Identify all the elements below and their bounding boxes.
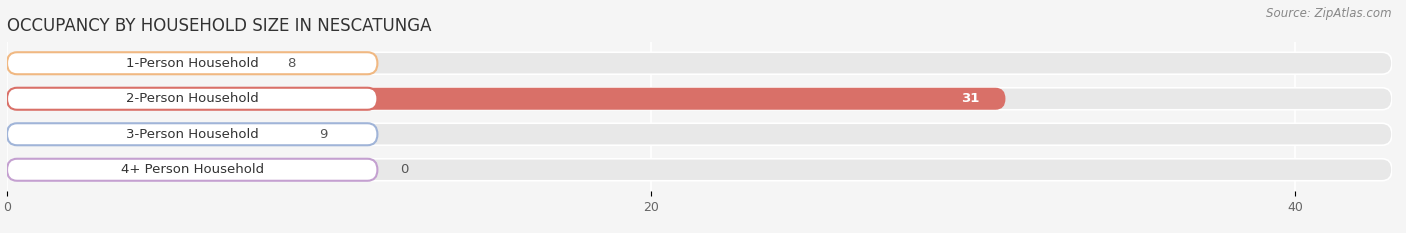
Text: 3-Person Household: 3-Person Household: [127, 128, 259, 141]
FancyBboxPatch shape: [7, 88, 1392, 110]
FancyBboxPatch shape: [7, 123, 377, 145]
Text: 31: 31: [962, 92, 980, 105]
FancyBboxPatch shape: [7, 88, 1005, 110]
Text: 4+ Person Household: 4+ Person Household: [121, 163, 264, 176]
Text: OCCUPANCY BY HOUSEHOLD SIZE IN NESCATUNGA: OCCUPANCY BY HOUSEHOLD SIZE IN NESCATUNG…: [7, 17, 432, 35]
FancyBboxPatch shape: [7, 88, 377, 110]
Text: 1-Person Household: 1-Person Household: [127, 57, 259, 70]
Text: Source: ZipAtlas.com: Source: ZipAtlas.com: [1267, 7, 1392, 20]
FancyBboxPatch shape: [7, 123, 297, 145]
Text: 2-Person Household: 2-Person Household: [127, 92, 259, 105]
FancyBboxPatch shape: [7, 52, 264, 74]
Text: 9: 9: [319, 128, 328, 141]
FancyBboxPatch shape: [7, 159, 1392, 181]
FancyBboxPatch shape: [7, 123, 1392, 145]
FancyBboxPatch shape: [7, 52, 377, 74]
FancyBboxPatch shape: [7, 159, 377, 181]
Text: 0: 0: [399, 163, 408, 176]
Text: 8: 8: [287, 57, 295, 70]
FancyBboxPatch shape: [7, 52, 1392, 74]
